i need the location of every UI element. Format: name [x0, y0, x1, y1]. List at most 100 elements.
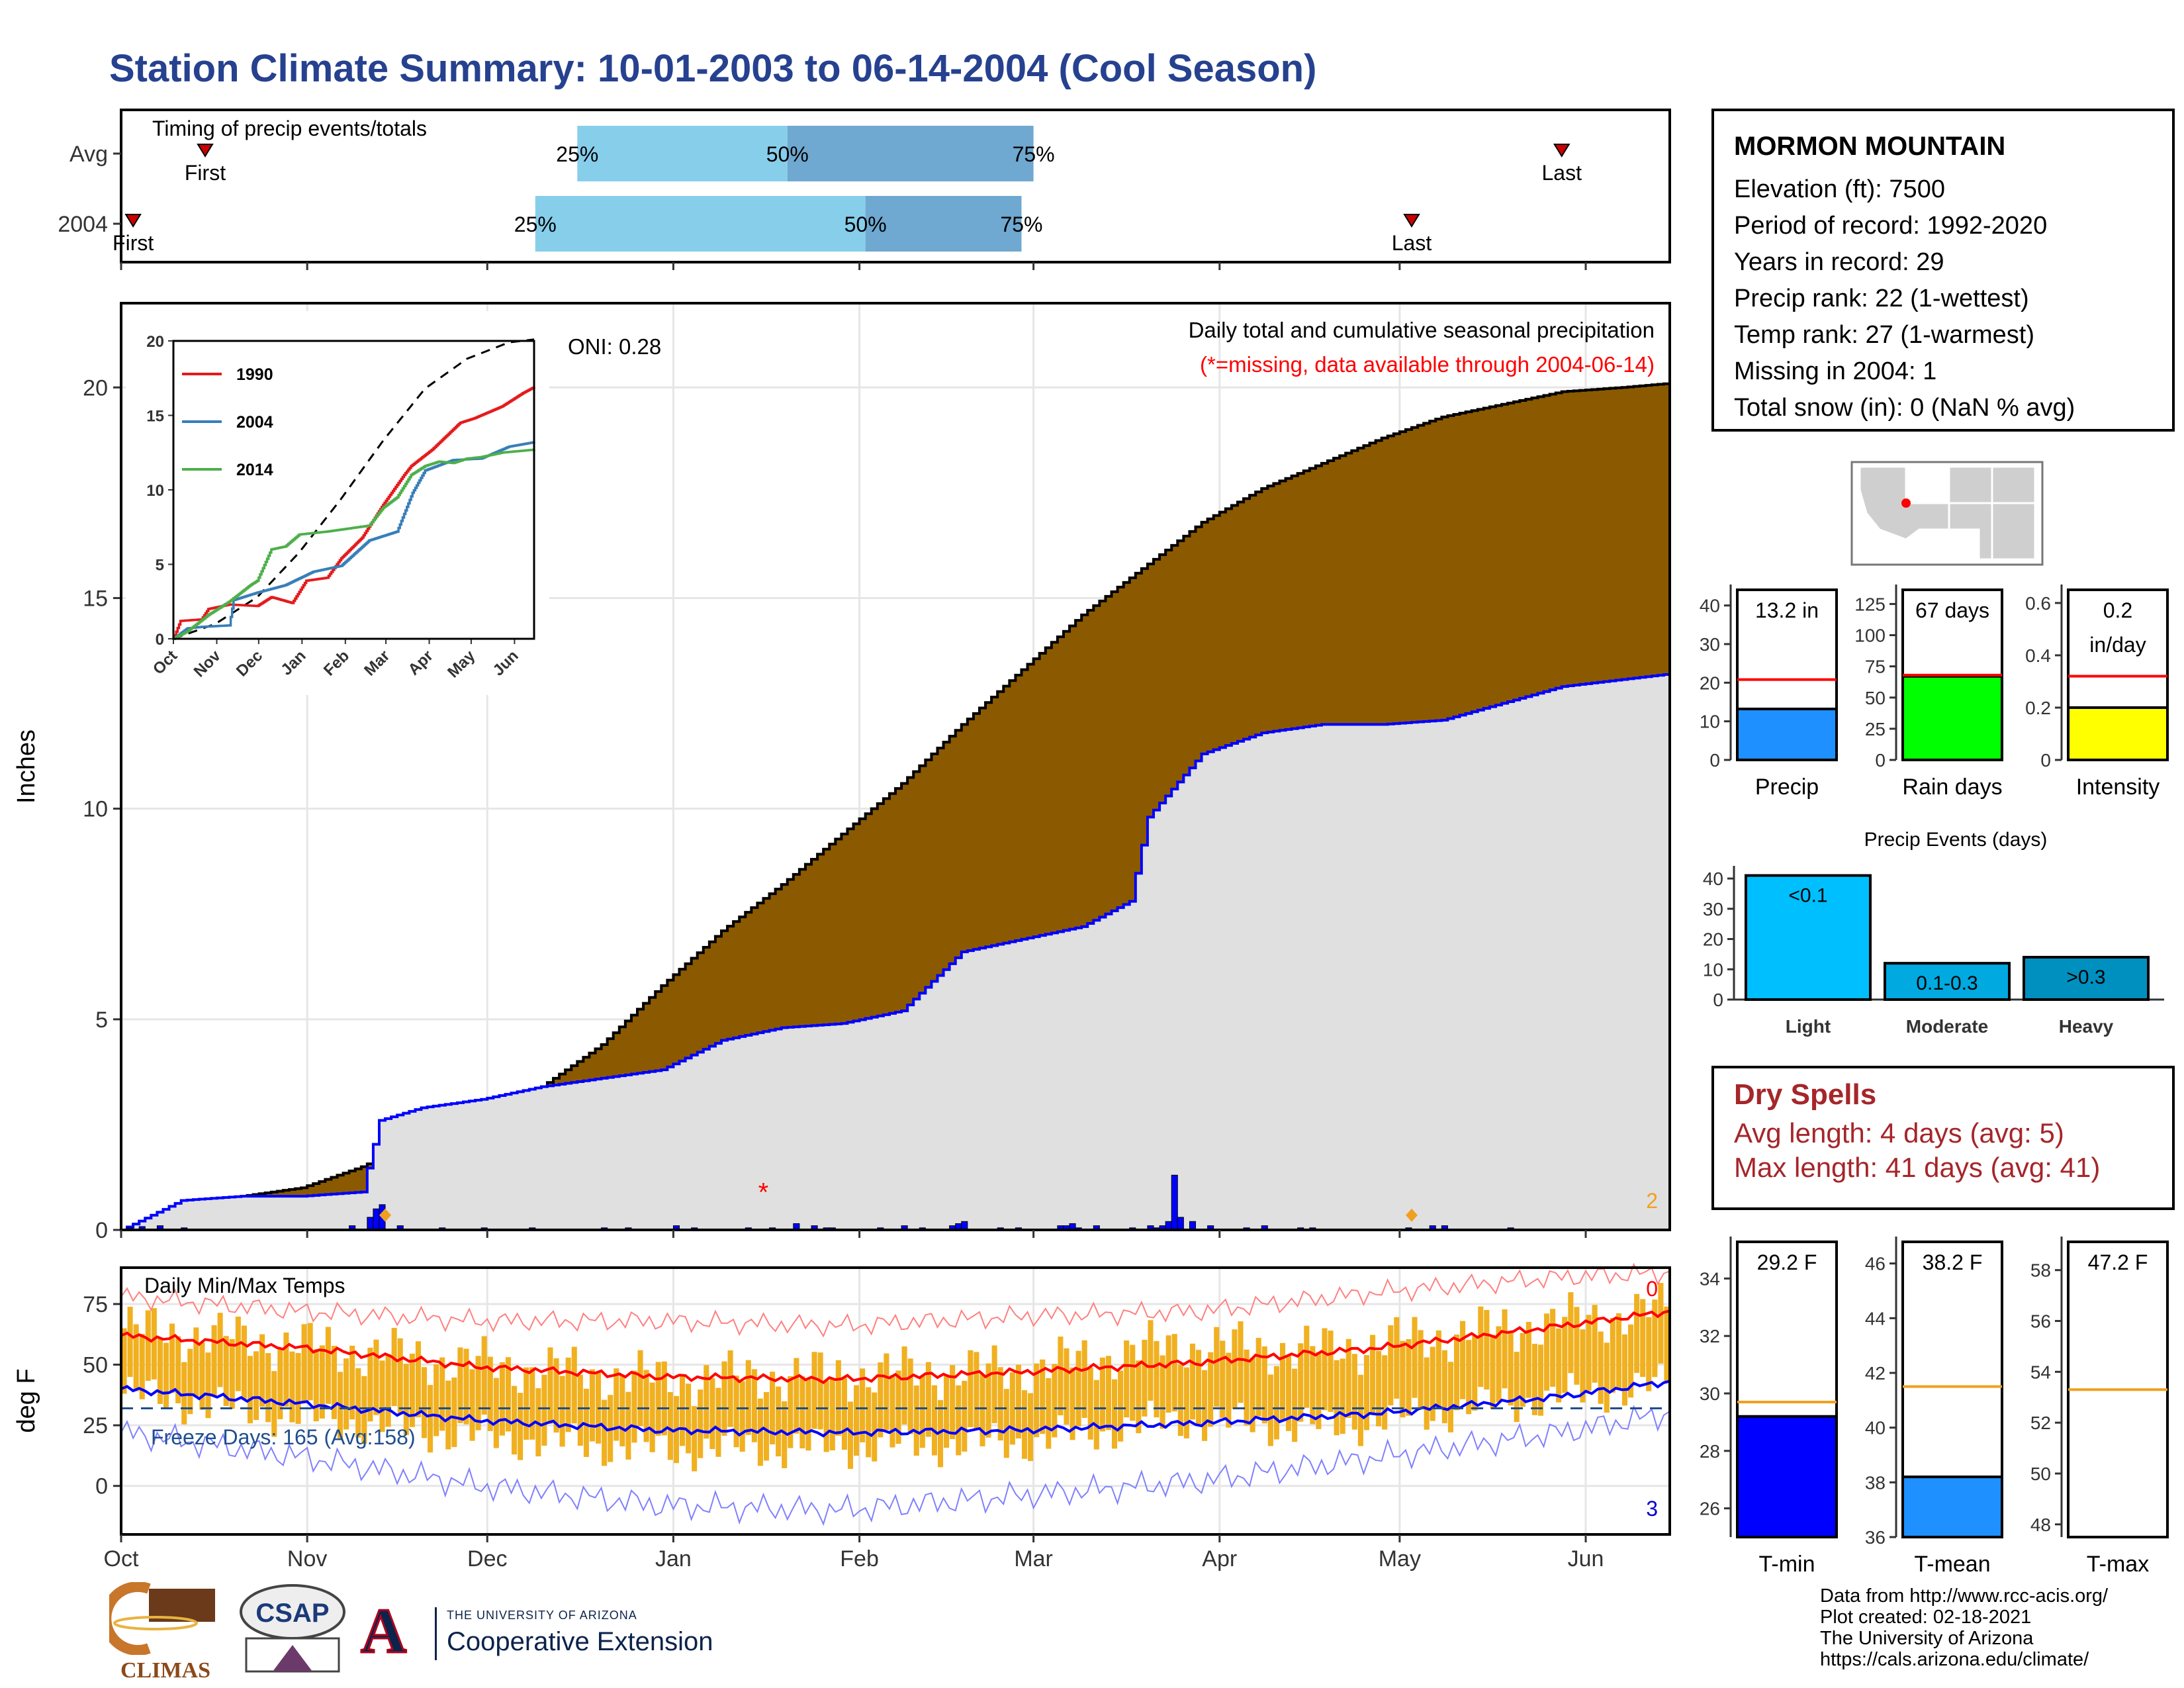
event-bar-label: <0.1 — [1788, 885, 1827, 907]
y-tick-label: 56 — [2030, 1311, 2051, 1332]
timing-row-label: 2004 — [58, 212, 108, 237]
temp-bar — [145, 1310, 151, 1381]
temp-bar — [1562, 1317, 1568, 1393]
temp-bar — [1064, 1348, 1069, 1425]
timing-row-label: Avg — [69, 142, 108, 167]
temp-bar — [854, 1385, 860, 1456]
temp-bar — [1189, 1343, 1195, 1420]
climas-text: CLIMAS — [120, 1658, 211, 1683]
temp-bar — [1556, 1328, 1562, 1403]
temp-bar — [944, 1376, 950, 1448]
temp-bar — [692, 1406, 698, 1472]
temp-bar — [1046, 1378, 1052, 1449]
x-tick-label: Nov — [287, 1546, 327, 1571]
temp-bar — [1435, 1330, 1441, 1408]
temp-bar — [439, 1357, 445, 1431]
temp-bar — [193, 1327, 199, 1397]
events-title: Precip Events (days) — [1864, 829, 2048, 851]
temp-bar — [889, 1375, 895, 1448]
temp-bar — [1634, 1293, 1640, 1374]
temp-bar — [1255, 1338, 1261, 1417]
temp-bar — [553, 1358, 559, 1433]
temp-bar — [811, 1352, 817, 1429]
temp-bar — [331, 1346, 338, 1419]
temp-bar — [1261, 1346, 1267, 1424]
daily-precip-bar — [373, 1208, 380, 1231]
temp-bar — [1406, 1338, 1412, 1416]
y-tick-label: 34 — [1700, 1268, 1720, 1289]
value-label: 67 days — [1915, 598, 1989, 622]
temp-bar — [1592, 1305, 1598, 1383]
y-axis-label: Inches — [13, 729, 40, 804]
temp-bar — [847, 1401, 854, 1469]
y-tick-label: 25 — [1865, 719, 1886, 739]
current-cum-line — [121, 673, 1671, 1231]
temp-bar — [1334, 1360, 1340, 1436]
temp-bar — [518, 1393, 523, 1460]
temp-bar — [499, 1362, 505, 1436]
y-tick-label: 50 — [2030, 1464, 2051, 1484]
temp-bar — [841, 1378, 847, 1450]
temp-bar — [1502, 1309, 1508, 1389]
temp-bar — [283, 1332, 289, 1407]
dry-spells-box: Dry Spells Avg length: 4 days (avg: 5) M… — [1711, 1066, 2175, 1210]
temp-summary-panels: 26 28 30 32 34 29.2 F T-min 36 38 40 42 44 46 38.2 F T… — [1700, 1237, 2169, 1577]
event-bar — [2023, 956, 2150, 1001]
y-tick-label: 20 — [1703, 929, 1723, 950]
temp-bar — [709, 1378, 715, 1450]
temp-bar — [823, 1380, 829, 1452]
value-bar — [1901, 1476, 2003, 1538]
temp-bar — [1267, 1374, 1273, 1446]
temp-bar — [541, 1374, 547, 1446]
temp-bar — [307, 1323, 313, 1401]
credit-line: Data from http://www.rcc-acis.org/ — [1820, 1585, 2109, 1607]
climas-logo: CLIMAS — [101, 1581, 222, 1683]
panel-label: Rain days — [1902, 774, 2002, 800]
temp-bar — [1478, 1306, 1484, 1387]
temp-bar — [686, 1383, 692, 1454]
temp-bar — [343, 1358, 349, 1430]
temp-bar — [733, 1376, 739, 1448]
temp-bar — [571, 1346, 577, 1424]
temp-bar — [1544, 1313, 1550, 1391]
panel-label: Intensity — [2076, 774, 2160, 800]
inset-avg-line — [173, 338, 535, 640]
temp-bar — [1621, 1334, 1628, 1406]
temp-bar — [565, 1357, 571, 1432]
temp-bar — [301, 1324, 307, 1401]
temp-bar — [1400, 1340, 1406, 1418]
temp-bar — [1310, 1346, 1316, 1425]
temp-bar — [475, 1356, 481, 1430]
temp-bar — [602, 1399, 608, 1466]
timing-pct-label: 25% — [556, 142, 598, 166]
temp-bar — [1472, 1335, 1478, 1411]
temp-bar — [872, 1392, 878, 1462]
temp-bar — [860, 1368, 866, 1442]
x-tick-label: Dec — [467, 1546, 507, 1571]
y-tick-label: 38 — [1865, 1472, 1886, 1493]
dry-spells-title: Dry Spells — [1734, 1078, 1877, 1111]
temp-bar — [649, 1382, 655, 1452]
temp-bar — [974, 1352, 979, 1429]
temp-bar — [1279, 1342, 1286, 1421]
y-tick-label: 15 — [83, 586, 108, 611]
temp-bar — [1628, 1324, 1634, 1398]
temp-bar — [1183, 1367, 1189, 1438]
inset-frame — [172, 340, 535, 640]
temp-bar — [739, 1381, 745, 1452]
y-tick-label: 10 — [1703, 959, 1723, 980]
temp-bar — [1075, 1350, 1081, 1427]
temp-bar — [277, 1348, 283, 1419]
temp-bar — [403, 1364, 409, 1435]
temp-bar — [968, 1350, 974, 1427]
temp-bar — [229, 1338, 235, 1409]
temp-bar — [223, 1336, 229, 1406]
daily-precip-bar — [367, 1217, 374, 1231]
csap-logo: CSAP — [233, 1579, 352, 1685]
precip-subtitle: Daily total and cumulative seasonal prec… — [1189, 318, 1655, 342]
temp-bar — [1460, 1321, 1466, 1399]
temp-bar — [1081, 1340, 1087, 1419]
temp-bar — [1453, 1334, 1460, 1411]
y-tick-label: 0 — [95, 1474, 108, 1499]
ua-line2: Cooperative Extension — [447, 1627, 713, 1656]
